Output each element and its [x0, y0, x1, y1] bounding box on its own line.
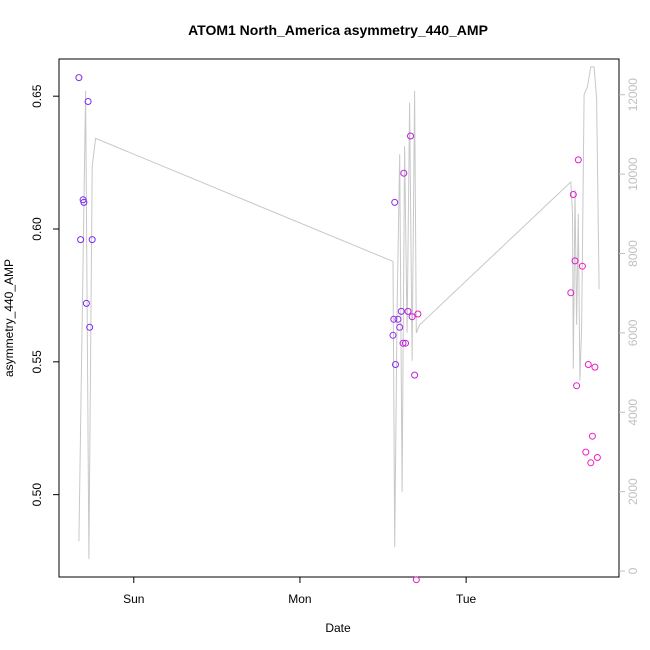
data-point — [400, 169, 408, 177]
data-point — [80, 198, 88, 206]
y-tick-label: 0.60 — [30, 217, 44, 241]
data-point — [569, 191, 577, 198]
right-tick-label: 6000 — [626, 319, 640, 346]
data-point — [86, 323, 94, 331]
data-point — [593, 454, 601, 461]
data-point — [88, 236, 96, 244]
right-tick-label: 2000 — [626, 478, 640, 505]
right-tick-label: 4000 — [626, 399, 640, 426]
data-point — [402, 339, 409, 347]
data-point — [391, 198, 399, 206]
data-point — [588, 432, 596, 440]
x-axis-ticks: Sun Mon Tue — [123, 577, 477, 606]
data-point — [404, 307, 412, 315]
data-point — [567, 289, 575, 297]
data-point — [396, 323, 404, 331]
data-point — [389, 331, 397, 339]
y-tick-label: 0.50 — [30, 483, 44, 507]
data-point — [392, 361, 399, 368]
y-tick-label: 0.65 — [30, 84, 44, 108]
data-point — [75, 74, 83, 82]
data-point — [390, 315, 398, 323]
data-point — [77, 236, 85, 244]
y-axis-label: asymmetry_440_AMP — [2, 259, 16, 377]
x-axis-label: Date — [325, 621, 351, 635]
line-series — [78, 66, 600, 560]
data-point — [578, 262, 586, 270]
right-axis-ticks: 0 2000 4000 6000 8000 10000 12000 — [619, 78, 640, 574]
data-point — [587, 459, 595, 467]
data-point — [84, 98, 92, 105]
y-axis-ticks: 0.50 0.55 0.60 0.65 — [30, 84, 59, 506]
x-tick-label: Tue — [456, 592, 477, 606]
data-point — [574, 156, 582, 164]
data-point — [591, 363, 599, 371]
data-point — [82, 299, 90, 307]
data-point — [399, 339, 407, 347]
x-tick-label: Sun — [123, 592, 144, 606]
right-tick-label: 12000 — [626, 78, 640, 112]
right-tick-label: 0 — [626, 567, 640, 574]
data-point — [412, 576, 420, 584]
data-point — [397, 307, 405, 315]
data-point — [394, 315, 402, 323]
data-point — [414, 310, 422, 318]
data-point — [584, 361, 592, 368]
y-tick-label: 0.55 — [30, 350, 44, 374]
data-point — [573, 382, 581, 390]
data-point — [411, 371, 419, 379]
data-point — [408, 313, 416, 321]
data-point — [571, 257, 579, 265]
plot-frame — [58, 58, 620, 578]
chart-title: ATOM1 North_America asymmetry_440_AMP — [188, 22, 488, 38]
data-line — [78, 66, 600, 560]
x-tick-label: Mon — [288, 592, 311, 606]
right-tick-label: 8000 — [626, 240, 640, 267]
data-point — [407, 132, 414, 140]
right-tick-label: 10000 — [626, 157, 640, 191]
point-series — [75, 74, 601, 584]
data-point — [582, 448, 590, 456]
